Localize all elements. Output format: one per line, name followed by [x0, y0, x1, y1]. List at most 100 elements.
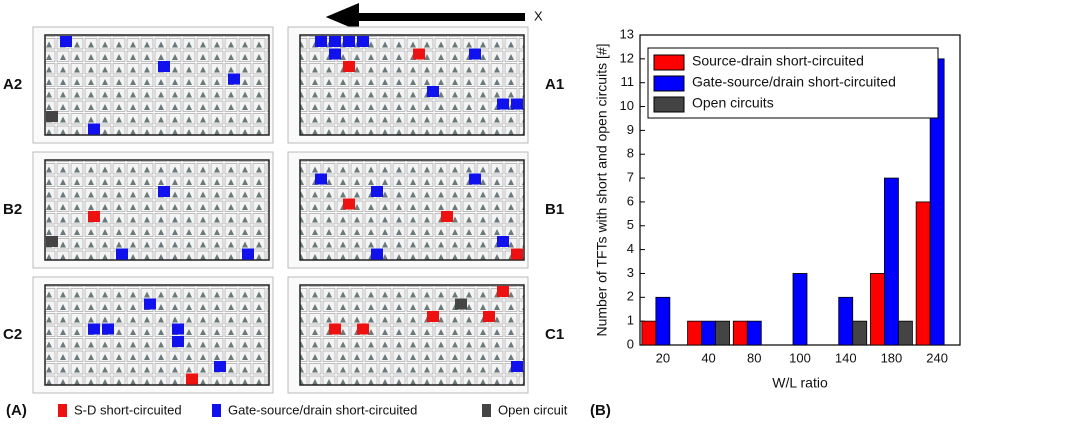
defect — [483, 311, 495, 322]
defect — [60, 36, 72, 47]
map-grid — [300, 160, 524, 260]
defect — [158, 186, 170, 197]
y-tick-label: 12 — [620, 50, 634, 65]
arrow — [336, 9, 525, 25]
legend-label: Open circuits — [692, 95, 774, 111]
defect — [455, 299, 467, 310]
map-grid — [45, 160, 269, 260]
defect — [469, 49, 481, 60]
legend-swatch — [212, 404, 221, 417]
bar — [916, 202, 930, 345]
y-tick-label: 7 — [627, 170, 634, 185]
panel-label: (A) — [6, 402, 27, 419]
defect — [413, 49, 425, 60]
legend-swatch — [654, 97, 684, 112]
defect — [116, 249, 128, 260]
y-tick-label: 0 — [627, 336, 634, 351]
defect — [511, 99, 523, 110]
defect — [172, 324, 184, 335]
map-grid — [300, 285, 524, 385]
defect — [497, 236, 509, 247]
defect — [427, 86, 439, 97]
defect — [357, 36, 369, 47]
y-tick-label: 11 — [621, 74, 635, 89]
y-tick-label: 10 — [620, 98, 634, 113]
defect — [46, 111, 58, 122]
defect — [427, 311, 439, 322]
x-tick-label: 140 — [835, 350, 857, 365]
map-label: A2 — [3, 76, 22, 93]
defect — [371, 249, 383, 260]
defect — [497, 286, 509, 297]
map-label: B1 — [545, 201, 564, 218]
map-label: A1 — [545, 76, 564, 93]
bar — [839, 297, 853, 345]
defect — [315, 36, 327, 47]
legend-label: Gate-source/drain short-circuited — [692, 74, 896, 90]
defect — [357, 324, 369, 335]
y-tick-label: 5 — [627, 217, 634, 232]
defect — [315, 174, 327, 185]
bar — [656, 297, 670, 345]
defect — [228, 74, 240, 85]
x-tick-label: 40 — [701, 350, 715, 365]
defect — [329, 49, 341, 60]
defect — [242, 249, 254, 260]
defect — [371, 186, 383, 197]
bar — [870, 273, 884, 345]
map-label: B2 — [3, 201, 22, 218]
defect — [88, 124, 100, 135]
y-tick-label: 2 — [627, 289, 634, 304]
defect — [343, 199, 355, 210]
defect — [172, 336, 184, 347]
legend-label: S-D short-circuited — [74, 402, 182, 417]
defect — [158, 61, 170, 72]
x-tick-label: 20 — [656, 350, 670, 365]
defect — [144, 299, 156, 310]
y-tick-label: 8 — [627, 146, 634, 161]
legend-label: Source-drain short-circuited — [692, 53, 864, 69]
legend-swatch — [654, 76, 684, 91]
defect — [329, 36, 341, 47]
arrow-label: X — [534, 8, 543, 23]
bar — [884, 178, 898, 345]
x-tick-label: 180 — [881, 350, 903, 365]
defect — [441, 211, 453, 222]
legend-swatch — [58, 404, 67, 417]
defect — [497, 99, 509, 110]
legend-swatch — [482, 404, 491, 417]
map-label: C2 — [3, 326, 22, 343]
y-tick-label: 6 — [627, 193, 634, 208]
defect — [186, 374, 198, 385]
legend-label: Gate-source/drain short-circuited — [228, 402, 417, 417]
bar — [688, 321, 702, 345]
defect — [102, 324, 114, 335]
defect — [88, 211, 100, 222]
map-grid — [45, 285, 269, 385]
panel-label: (B) — [590, 402, 611, 419]
x-tick-label: 240 — [926, 350, 948, 365]
y-tick-label: 3 — [627, 265, 634, 280]
defect — [88, 324, 100, 335]
bar — [747, 321, 761, 345]
defect — [469, 174, 481, 185]
legend-swatch — [654, 55, 684, 70]
defect — [329, 324, 341, 335]
x-tick-label: 100 — [789, 350, 811, 365]
bar — [702, 321, 716, 345]
y-tick-label: 9 — [627, 122, 634, 137]
bar — [642, 321, 656, 345]
defect — [343, 36, 355, 47]
bar — [898, 321, 912, 345]
bar — [733, 321, 747, 345]
bar — [853, 321, 867, 345]
defect — [46, 236, 58, 247]
map-grid — [45, 35, 269, 135]
y-tick-label: 4 — [627, 241, 634, 256]
defect — [214, 361, 226, 372]
legend-label: Open circuit — [498, 402, 568, 417]
bar — [716, 321, 730, 345]
y-axis-label: Number of TFTs with short and open circu… — [594, 43, 610, 336]
x-tick-label: 80 — [747, 350, 761, 365]
defect — [343, 61, 355, 72]
